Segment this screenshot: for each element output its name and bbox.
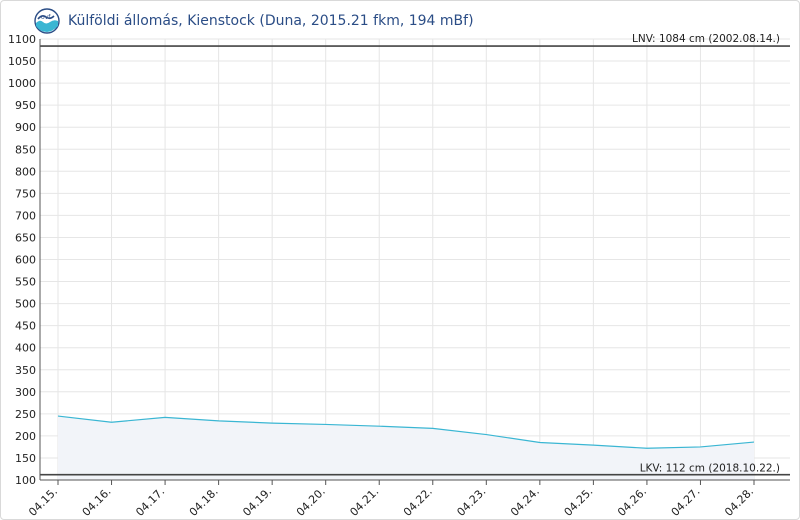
y-tick-label: 550 xyxy=(15,276,36,289)
x-tick-label: 04.21. xyxy=(347,485,381,519)
y-tick-label: 300 xyxy=(15,386,36,399)
x-tick-label: 04.23. xyxy=(454,485,488,519)
x-tick-label: 04.28. xyxy=(722,485,756,519)
x-tick-label: 04.25. xyxy=(562,485,596,519)
x-tick-label: 04.24. xyxy=(508,485,542,519)
y-tick-label: 800 xyxy=(15,165,36,178)
y-tick-label: 100 xyxy=(15,474,36,487)
svg-text:ovf: ovf xyxy=(41,14,51,21)
y-tick-label: 400 xyxy=(15,342,36,355)
x-tick-label: 04.22. xyxy=(401,485,435,519)
x-tick-label: 04.20. xyxy=(294,485,328,519)
y-tick-label: 700 xyxy=(15,209,36,222)
y-tick-label: 150 xyxy=(15,452,36,465)
y-tick-label: 1100 xyxy=(8,33,36,46)
x-tick-label: 04.15. xyxy=(26,485,60,519)
y-tick-label: 950 xyxy=(15,99,36,112)
x-tick-label: 04.17. xyxy=(133,485,167,519)
reference-label: LNV: 1084 cm (2002.08.14.) xyxy=(632,33,780,45)
y-tick-label: 1000 xyxy=(8,77,36,90)
y-axis-ticks: 100 150 200 250 300 350 400 450 500 550 600 650 700 7… xyxy=(8,33,36,487)
y-tick-label: 750 xyxy=(15,187,36,200)
x-axis-ticks: 04.15. 04.16. 04.17. 04.18. 04.19. 04.20. 04.2… xyxy=(26,480,756,519)
y-tick-label: 850 xyxy=(15,143,36,156)
y-tick-label: 1050 xyxy=(8,55,36,68)
y-tick-label: 500 xyxy=(15,298,36,311)
y-tick-label: 600 xyxy=(15,254,36,267)
x-tick-label: 04.27. xyxy=(669,485,703,519)
chart-title: Külföldi állomás, Kienstock (Duna, 2015.… xyxy=(68,13,474,29)
y-tick-label: 450 xyxy=(15,320,36,333)
reference-label: LKV: 112 cm (2018.10.22.) xyxy=(640,463,780,475)
y-tick-label: 650 xyxy=(15,231,36,244)
x-tick-label: 04.19. xyxy=(240,485,274,519)
chart-header: ovf Külföldi állomás, Kienstock (Duna, 2… xyxy=(34,8,474,34)
water-level-area xyxy=(58,416,754,480)
y-tick-label: 900 xyxy=(15,121,36,134)
y-tick-label: 200 xyxy=(15,430,36,443)
y-tick-label: 250 xyxy=(15,408,36,421)
grid xyxy=(40,38,790,481)
water-wave-logo-icon: ovf xyxy=(34,8,60,34)
y-tick-label: 350 xyxy=(15,364,36,377)
x-tick-label: 04.16. xyxy=(80,485,114,519)
reference-lines: LNV: 1084 cm (2002.08.14.) LKV: 112 cm (2… xyxy=(40,33,790,476)
water-level-line xyxy=(57,415,755,449)
x-tick-label: 04.26. xyxy=(615,485,649,519)
x-tick-label: 04.18. xyxy=(187,485,221,519)
